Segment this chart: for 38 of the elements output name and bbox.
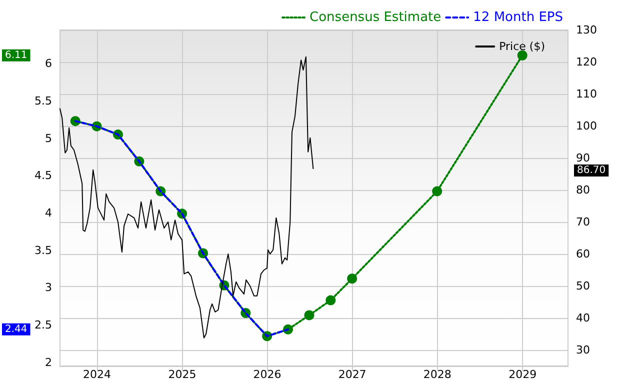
y2-tick-label: 100 <box>576 120 597 132</box>
y-tick-label: 4 <box>45 206 52 220</box>
y2-tick-label: 110 <box>576 88 597 100</box>
x-tick-label: 2026 <box>253 368 282 380</box>
y-tick-label: 3.5 <box>34 244 52 257</box>
text: 6.11 <box>5 50 28 61</box>
text: 2.44 <box>5 324 28 335</box>
y2-tick-label: 40 <box>576 312 590 324</box>
legend-label: Price ($) <box>499 40 546 53</box>
x-tick-label: 2028 <box>423 368 452 380</box>
x-tick-label: 2024 <box>83 368 112 380</box>
y2-tick-label: 60 <box>576 248 590 260</box>
x-tick-label: 2027 <box>338 368 366 380</box>
x-tick-label: 2025 <box>168 368 196 380</box>
y2-tick-label: 130 <box>576 24 597 36</box>
point <box>326 295 336 306</box>
text: 86.70 <box>577 165 606 176</box>
y2-tick-label: 120 <box>576 56 597 68</box>
y-tick-label: 5 <box>45 132 52 145</box>
y2-tick-label: 90 <box>576 152 590 164</box>
y2-tick-label: 50 <box>576 280 590 292</box>
legend-label: 12 Month EPS <box>473 10 563 25</box>
y2-tick-label: 70 <box>576 216 590 228</box>
legend-label: Consensus Estimate <box>310 10 442 25</box>
y2-tick-label: 30 <box>576 344 590 356</box>
y-tick-label: 3 <box>45 281 52 294</box>
y-tick-label: 6 <box>45 57 52 70</box>
line-series <box>60 56 314 338</box>
y2-tick-label: 80 <box>576 184 590 196</box>
point <box>347 274 358 284</box>
y-tick-label: 2 <box>45 356 52 369</box>
point <box>304 310 314 320</box>
y-tick-label: 5.5 <box>34 94 52 108</box>
y-tick-label: 4.5 <box>34 169 52 182</box>
y-tick-label: 2.5 <box>34 318 52 332</box>
point <box>432 186 442 196</box>
point <box>517 50 528 60</box>
x-tick-label: 2029 <box>508 368 537 380</box>
